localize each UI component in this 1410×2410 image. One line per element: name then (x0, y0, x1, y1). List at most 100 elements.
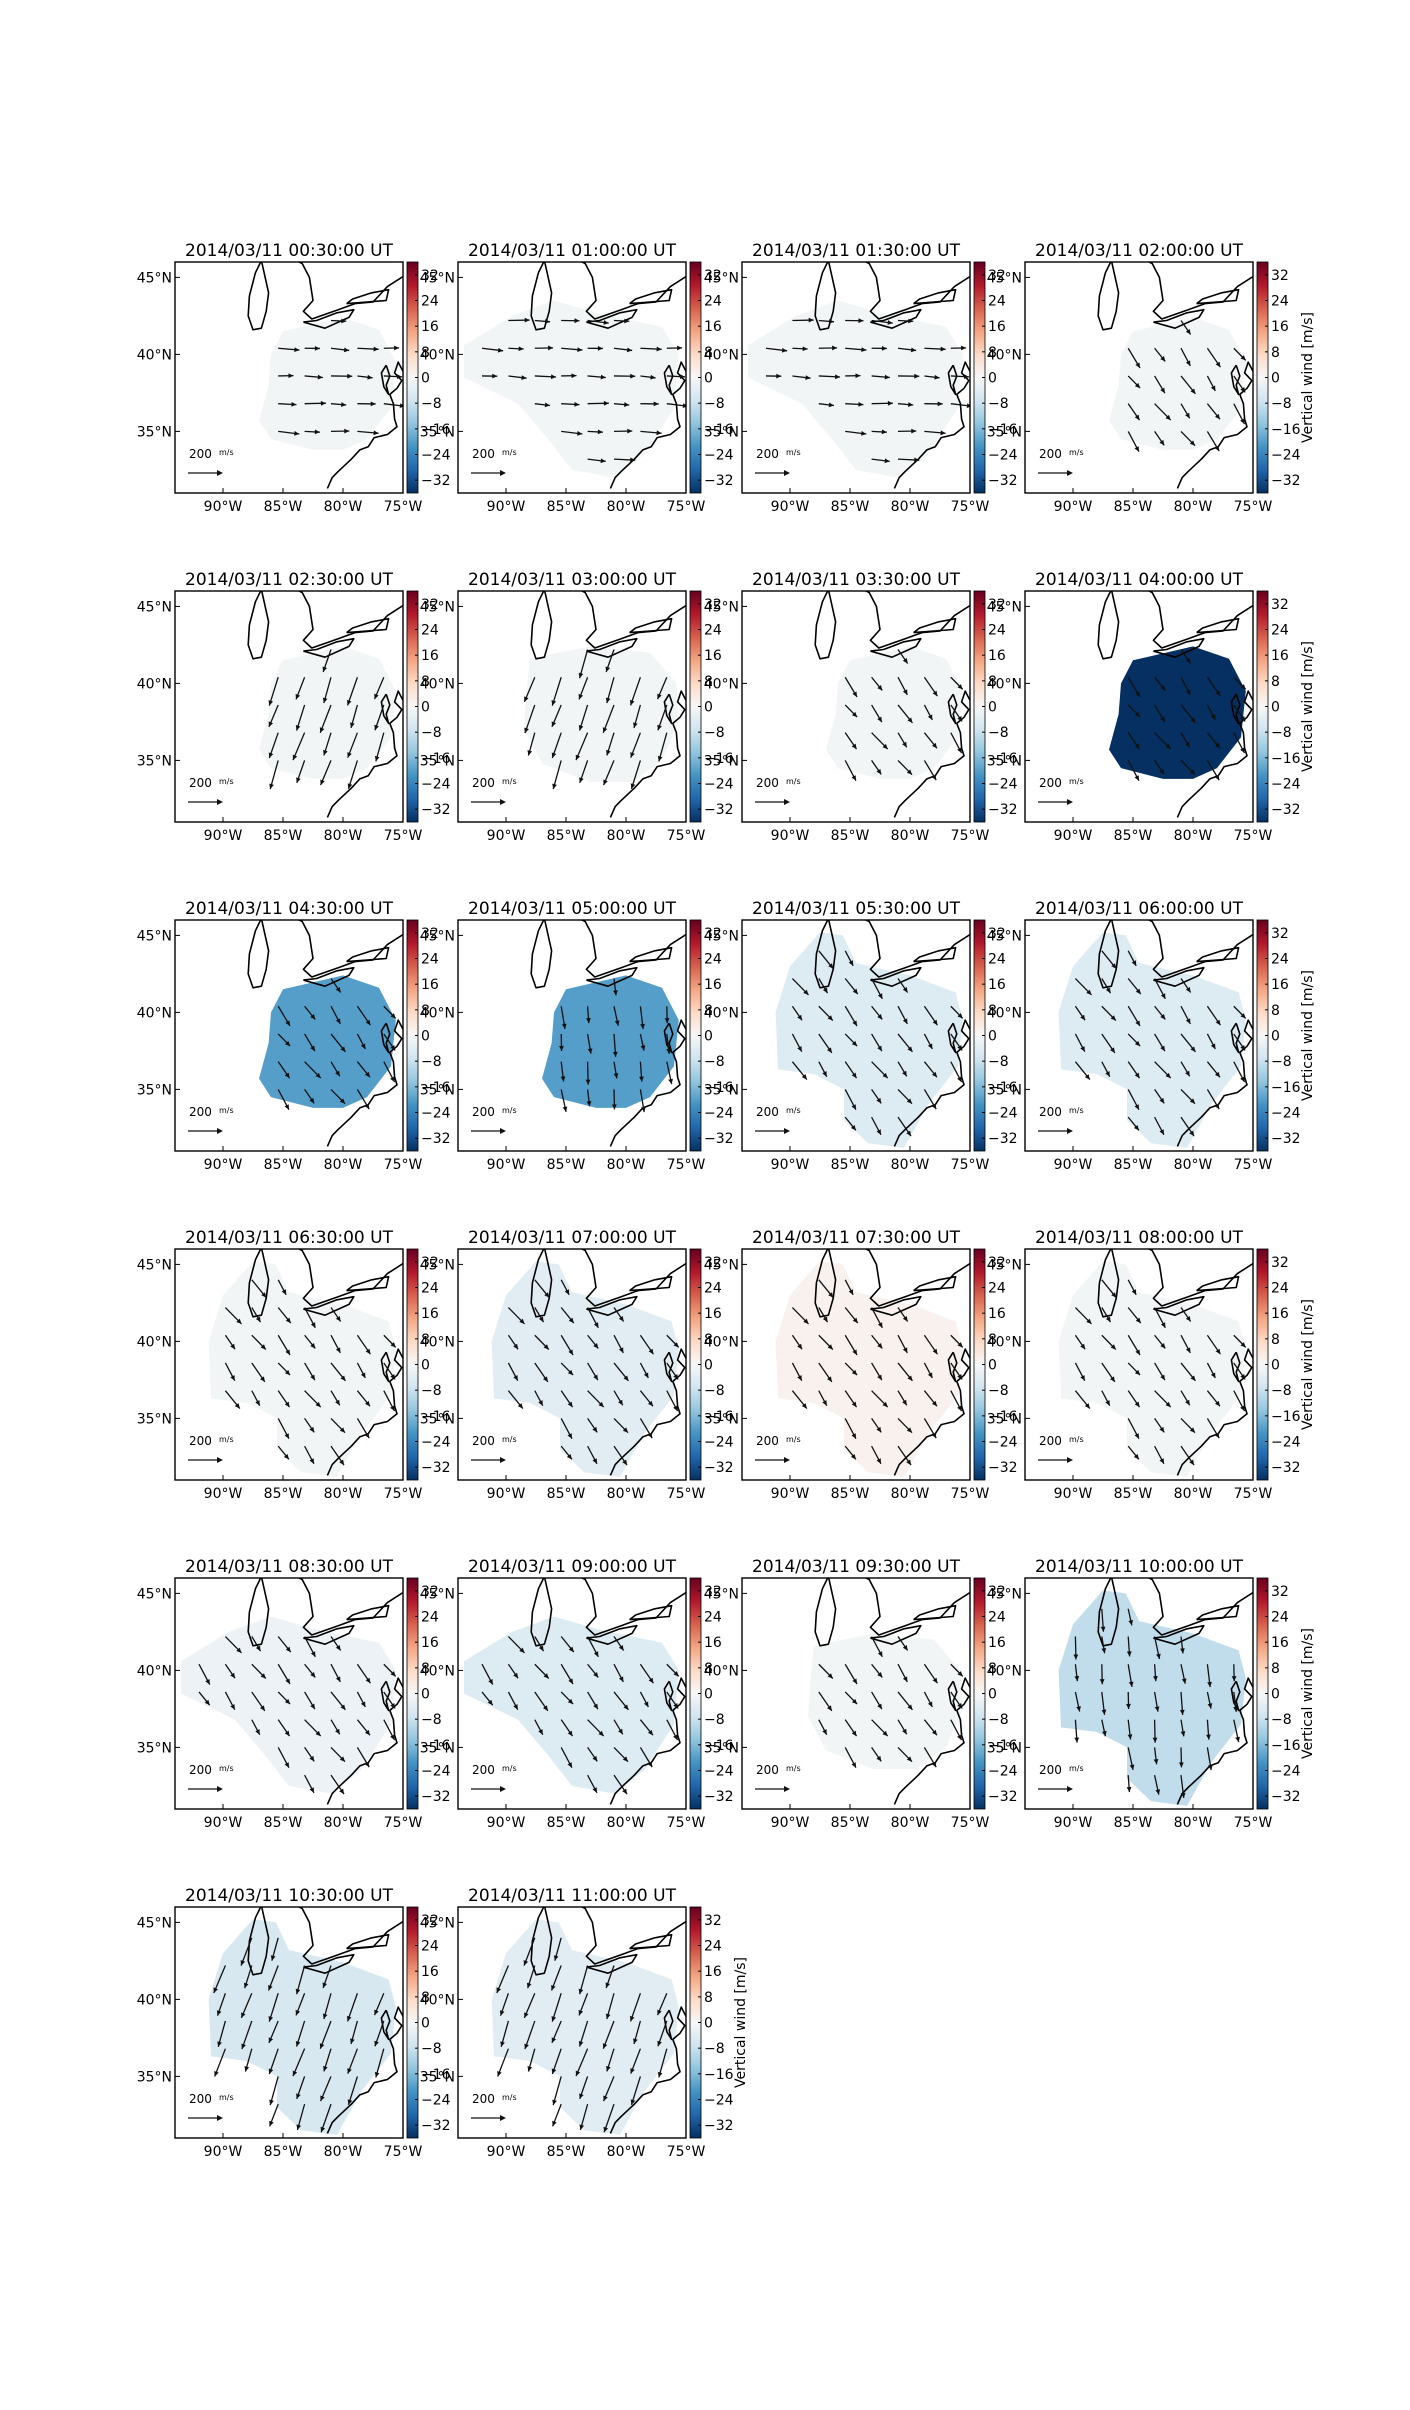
wind-vector-head (344, 428, 350, 434)
wind-vector-head (1084, 1074, 1090, 1080)
lat-tick-label: 40°N (704, 1663, 739, 1679)
wind-vector-head (618, 1316, 624, 1322)
lat-tick-label: 40°N (704, 676, 739, 692)
lon-tick-label: 90°W (1054, 1486, 1093, 1502)
colorbar-tick-label: −24 (704, 777, 734, 793)
chesapeake-bay (380, 693, 391, 725)
wind-vector-head (1101, 1730, 1107, 1737)
colorbar-tick-label: 24 (421, 623, 439, 639)
colorbar-tick-label: −32 (704, 802, 734, 818)
wind-vector-head (1153, 1759, 1159, 1765)
reference-arrow-head (1067, 1128, 1073, 1134)
wind-vector-head (1215, 1019, 1221, 1026)
reference-arrow-head (217, 2115, 223, 2121)
lat-tick-label: 40°N (137, 1992, 172, 2008)
wind-vector-head (365, 1019, 371, 1026)
wind-vector-head (390, 1044, 396, 1051)
reference-arrow: 200 m/s (1038, 1763, 1084, 1792)
lake-michigan (247, 262, 270, 331)
wind-vector-head (618, 1676, 624, 1682)
wind-vector-head (1185, 1018, 1191, 1024)
wind-vector-head (801, 1074, 807, 1080)
wind-vector-head (553, 1955, 559, 1961)
lat-tick-label: 35°N (137, 1082, 172, 1098)
colorbar-tick-label: 8 (704, 674, 713, 690)
colorbar-tick-label: −16 (704, 2067, 734, 2083)
panel-frame (174, 1577, 404, 1810)
wind-vector-head (255, 1645, 261, 1652)
wind-vector-head (341, 402, 347, 407)
colorbar-tick-label: 0 (988, 1358, 997, 1374)
wind-vector-head (373, 430, 379, 436)
wind-vector-head (902, 658, 908, 664)
wind-vector-head (374, 2009, 379, 2016)
wind-vector-head (579, 2124, 585, 2130)
wind-vector-head (567, 1369, 574, 1376)
colorbar-tick-label: −16 (988, 751, 1018, 767)
wind-vector-head (310, 1343, 316, 1349)
wind-vector-head (931, 742, 937, 749)
lat-tick-label: 35°N (420, 753, 455, 769)
reference-arrow: 200 m/s (1038, 1434, 1084, 1463)
colorbar-tick-label: 8 (421, 1661, 430, 1677)
wind-vector-head (295, 725, 301, 731)
wind-vector-head (269, 2099, 274, 2106)
wind-vector-head (603, 2126, 609, 2133)
wind-vector-head (521, 375, 527, 380)
wind-vector-head (603, 400, 609, 406)
panel-title: 2014/03/11 00:30:00 UT (185, 241, 394, 261)
wind-vector-head (1073, 1654, 1079, 1660)
lat-tick-label: 35°N (987, 1740, 1022, 1756)
panel-title: 2014/03/11 01:30:00 UT (752, 241, 961, 261)
colorbar: 32 24 16 8 0 −8 −16 −24 −32 (406, 919, 451, 1152)
colorbar-tick-label: 8 (988, 345, 997, 361)
great-lakes-shoreline (297, 591, 403, 649)
colorbar-tick-label: 24 (1271, 623, 1289, 639)
lon-tick-label: 80°W (1174, 1486, 1213, 1502)
wind-vector-head (341, 318, 347, 324)
wind-vector-head (543, 1705, 548, 1711)
wind-vector-head (927, 1372, 933, 1378)
wind-vector-head (347, 2068, 352, 2074)
wind-vector-head (808, 317, 814, 323)
colorbar-tick-label: 0 (421, 700, 430, 716)
wind-vector-head (827, 1673, 833, 1679)
panel-frame (1024, 590, 1254, 823)
lake-erie (870, 308, 922, 330)
wind-vector-head (552, 2120, 557, 2127)
lake-erie (1153, 1624, 1205, 1645)
wind-vector-head (902, 1399, 907, 1406)
wind-vector-head (390, 1076, 395, 1083)
wind-vector-head (335, 1070, 340, 1077)
wind-vector-head (633, 2038, 638, 2044)
lat-tick-label: 45°N (420, 1257, 455, 1273)
wind-vector-head (315, 1730, 321, 1737)
wind-vector-head (851, 743, 857, 750)
colorbar-tick-label: −8 (421, 1383, 442, 1399)
wind-vector-head (1160, 356, 1166, 362)
wind-vector-head (1159, 768, 1165, 775)
colorbar-tick-label: 0 (421, 1687, 430, 1703)
wind-vector-head (390, 1373, 396, 1380)
colorbar-tick-label: −24 (988, 1764, 1018, 1780)
colorbar-tick-label: 8 (1271, 674, 1280, 690)
wind-vector-head (1214, 1071, 1220, 1078)
wind-vector-head (322, 2013, 328, 2020)
wind-vector-head (335, 987, 341, 993)
lake-michigan (814, 262, 837, 331)
wind-vector-head (1160, 1374, 1165, 1381)
wind-vector-head (1159, 1129, 1164, 1135)
colorbar: 32 24 16 8 0 −8 −16 −24 −32 (406, 1577, 451, 1810)
wind-vector-head (543, 1376, 548, 1382)
wind-vector-head (364, 1761, 370, 1768)
lat-tick-label: 40°N (420, 676, 455, 692)
wind-vector-head (1159, 1426, 1165, 1433)
colorbar-tick-label: 24 (1271, 1281, 1289, 1297)
reference-arrow-unit: m/s (502, 1764, 517, 1773)
wind-vector-head (927, 1701, 933, 1707)
map-panel: 2014/03/11 05:00:00 UT 200 m/s 90°W 85°W 80°W… (420, 899, 734, 1173)
reference-arrow: 200 m/s (188, 2092, 234, 2121)
colorbar-tick-label: 16 (988, 977, 1006, 993)
lake-erie (870, 1624, 922, 1645)
lon-tick-label: 85°W (547, 2144, 586, 2160)
